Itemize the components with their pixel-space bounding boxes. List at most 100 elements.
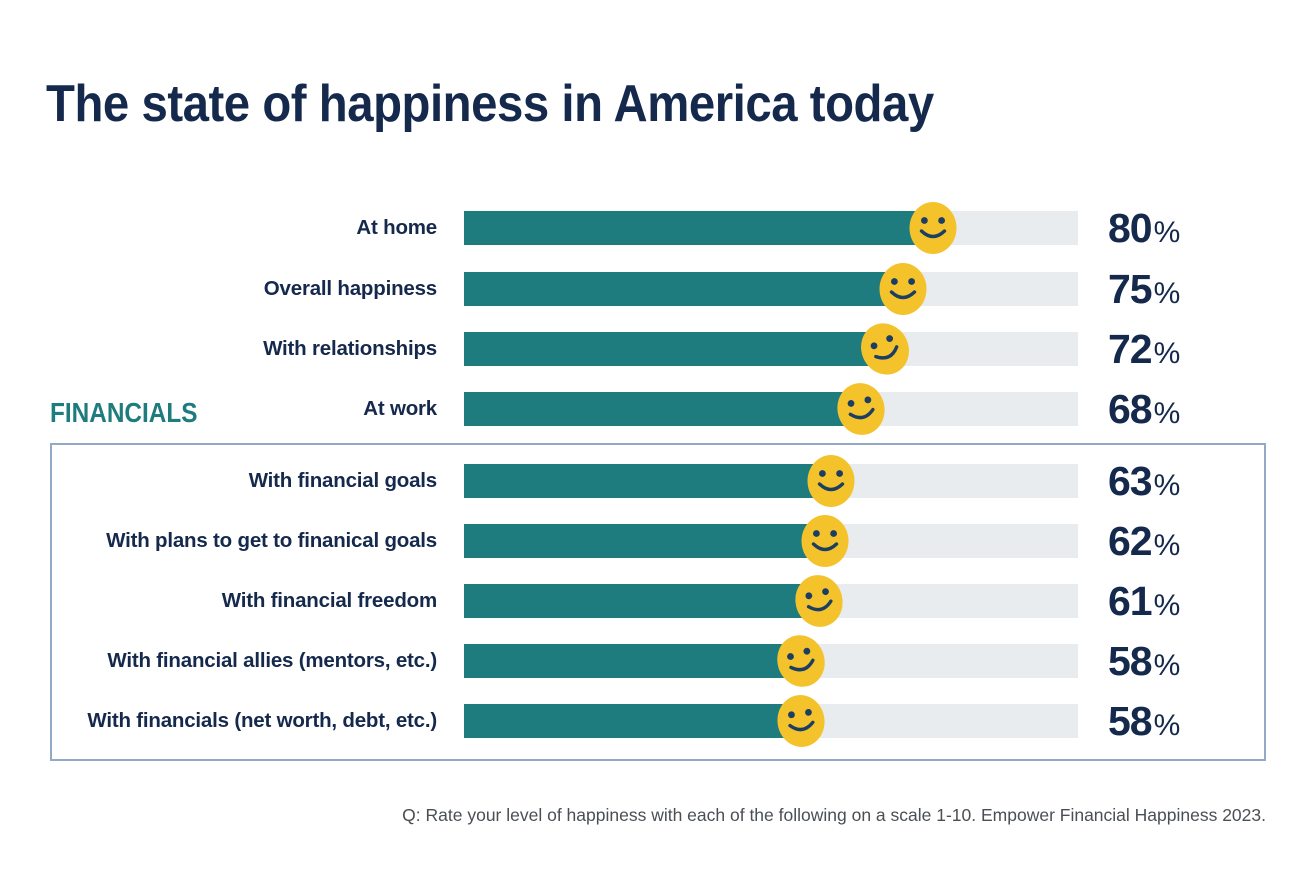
bar-row: With financials (net worth, debt, etc.) … (0, 695, 1313, 747)
financials-group-box (50, 443, 1266, 761)
smiley-face-icon (807, 455, 855, 507)
bar-row-label: Overall happiness (263, 277, 437, 300)
bar-value: 58% (1108, 637, 1180, 685)
smiley-face-icon (777, 635, 825, 687)
bar-fill (464, 644, 801, 678)
smiley-mouth (789, 658, 815, 672)
percent-sign: % (1153, 277, 1181, 310)
smiley-body (837, 383, 885, 435)
smiley-face-icon (909, 202, 957, 254)
percent-sign: % (1153, 649, 1181, 682)
bar-row-label: With financials (net worth, debt, etc.) (87, 709, 437, 732)
bar-value-number: 72 (1108, 326, 1153, 372)
smiley-body (777, 635, 825, 687)
smiley-right-eye (830, 530, 837, 537)
smiley-mouth (817, 482, 845, 492)
bar-value: 62% (1108, 517, 1180, 565)
bar-value: 63% (1108, 457, 1180, 505)
smiley-mouth (874, 345, 899, 360)
bar-row: At work 68% (0, 383, 1313, 435)
smiley-body (795, 575, 843, 627)
bar-fill (464, 211, 933, 245)
percent-sign: % (1153, 216, 1181, 249)
bar-row-label: At home (356, 216, 437, 239)
smiley-body (879, 263, 927, 315)
percent-sign: % (1153, 709, 1181, 742)
bar-value-number: 58 (1108, 698, 1153, 744)
bar-row: With plans to get to finanical goals 62% (0, 515, 1313, 567)
smiley-left-eye (788, 711, 795, 719)
bar-row-label: At work (363, 397, 437, 420)
percent-sign: % (1153, 397, 1181, 430)
bar-value-number: 61 (1108, 578, 1153, 624)
smiley-left-eye (870, 342, 878, 350)
smiley-right-eye (822, 588, 829, 596)
smiley-face-icon (879, 263, 927, 315)
smiley-face-icon (777, 695, 825, 747)
smiley-face-icon (795, 575, 843, 627)
smiley-left-eye (813, 530, 820, 537)
percent-sign: % (1153, 337, 1181, 370)
bar-fill (464, 704, 801, 738)
bar-row-label: With plans to get to finanical goals (106, 529, 437, 552)
bar-fill (464, 524, 825, 558)
bar-row-label: With financial goals (248, 469, 438, 492)
bar-row: With financial goals 63% (0, 455, 1313, 507)
bar-row: Overall happiness 75% (0, 263, 1313, 315)
percent-sign: % (1153, 469, 1181, 502)
smiley-body (801, 515, 849, 567)
bar-value-number: 80 (1108, 205, 1153, 251)
bar-value: 80% (1108, 204, 1180, 252)
bar-fill (464, 464, 831, 498)
smiley-body (777, 695, 825, 747)
smiley-left-eye (921, 217, 928, 224)
smiley-right-eye (938, 217, 945, 224)
smiley-right-eye (805, 708, 812, 716)
bar-row: With financial allies (mentors, etc.) 58… (0, 635, 1313, 687)
bar-value-number: 63 (1108, 458, 1153, 504)
smiley-face-icon (861, 323, 909, 375)
bar-value: 58% (1108, 697, 1180, 745)
bar-value-number: 75 (1108, 266, 1153, 312)
percent-sign: % (1153, 589, 1181, 622)
bar-value-number: 62 (1108, 518, 1153, 564)
bar-value: 61% (1108, 577, 1180, 625)
footnote: Q: Rate your level of happiness with eac… (402, 805, 1266, 825)
smiley-right-eye (803, 647, 811, 655)
smiley-left-eye (819, 470, 826, 477)
smiley-mouth (848, 407, 875, 420)
smiley-left-eye (891, 278, 898, 285)
bar-fill (464, 584, 819, 618)
smiley-mouth (806, 599, 833, 612)
smiley-left-eye (787, 653, 794, 660)
bar-fill (464, 332, 885, 366)
bar-value: 68% (1108, 385, 1180, 433)
smiley-left-eye (847, 400, 855, 407)
smiley-body (909, 202, 957, 254)
bar-row: With relationships 72% (0, 323, 1313, 375)
bar-row-label: With relationships (263, 337, 437, 360)
smiley-mouth (919, 229, 947, 239)
bar-value: 75% (1108, 265, 1180, 313)
smiley-right-eye (836, 470, 843, 477)
smiley-right-eye (864, 396, 872, 404)
bar-value-number: 68 (1108, 386, 1153, 432)
smiley-face-icon (837, 383, 885, 435)
percent-sign: % (1153, 529, 1181, 562)
smiley-right-eye (908, 278, 915, 285)
bar-row: With financial freedom 61% (0, 575, 1313, 627)
bar-value-number: 58 (1108, 638, 1153, 684)
smiley-body (807, 455, 855, 507)
smiley-mouth (811, 542, 839, 552)
smiley-left-eye (805, 592, 813, 600)
smiley-mouth (788, 720, 815, 732)
bar-fill (464, 392, 861, 426)
smiley-right-eye (886, 335, 894, 342)
bar-row-label: With financial freedom (221, 589, 437, 612)
bar-row: At home 80% (0, 202, 1313, 254)
page-title: The state of happiness in America today (46, 75, 934, 133)
bar-value: 72% (1108, 325, 1180, 373)
smiley-mouth (889, 290, 917, 300)
smiley-face-icon (801, 515, 849, 567)
